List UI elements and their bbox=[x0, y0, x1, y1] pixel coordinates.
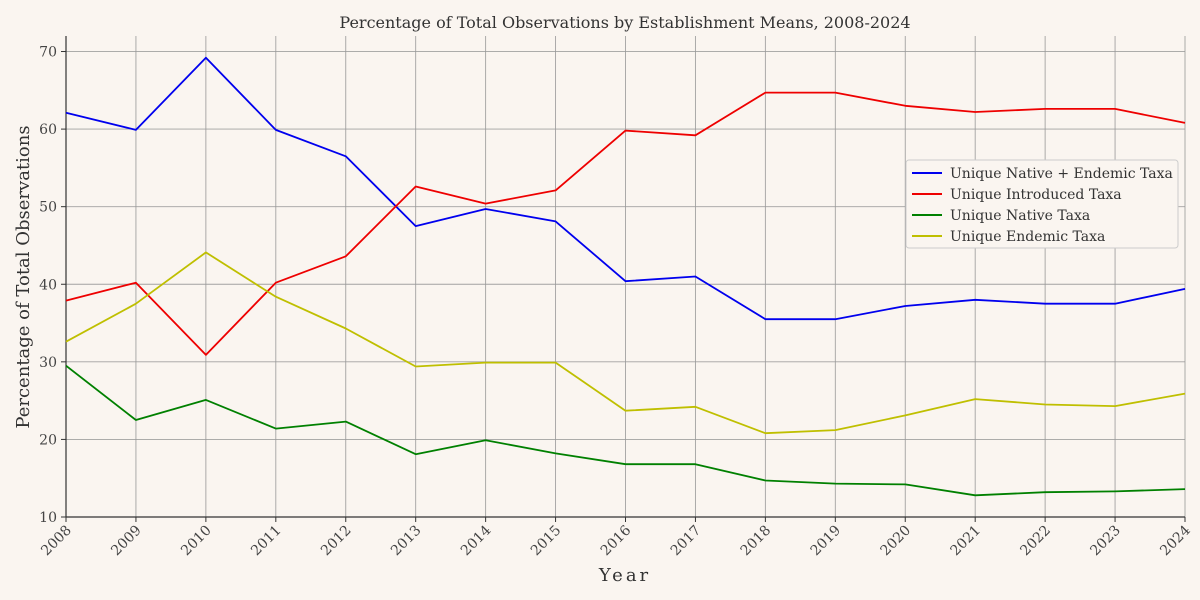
x-tick-label: 2022 bbox=[1017, 523, 1054, 560]
series-line-4 bbox=[65, 251, 1186, 435]
series-lines bbox=[65, 56, 1186, 497]
x-tick-label: 2016 bbox=[598, 522, 635, 559]
legend-label: Unique Endemic Taxa bbox=[950, 229, 1105, 245]
x-tick-label: 2010 bbox=[178, 523, 215, 560]
legend-label: Unique Introduced Taxa bbox=[950, 187, 1122, 203]
series-line-2 bbox=[65, 91, 1186, 356]
y-axis-label: Percentage of Total Observations bbox=[13, 125, 34, 428]
x-tick-label: 2014 bbox=[458, 522, 495, 559]
x-tick-label: 2024 bbox=[1157, 522, 1194, 559]
legend-box bbox=[905, 159, 1179, 249]
x-tick-label: 2019 bbox=[808, 523, 845, 560]
y-tick-label: 70 bbox=[39, 45, 57, 61]
x-axis-label: Year bbox=[598, 565, 651, 586]
y-tick-label: 60 bbox=[39, 122, 57, 138]
x-tick-label: 2018 bbox=[738, 523, 775, 560]
x-tick-label: 2011 bbox=[248, 523, 285, 560]
x-tick-label: 2009 bbox=[108, 523, 145, 560]
y-tick-label: 50 bbox=[39, 200, 57, 216]
series-line-3 bbox=[65, 364, 1186, 497]
y-tick-label: 40 bbox=[39, 277, 57, 293]
chart-title: Percentage of Total Observations by Esta… bbox=[339, 13, 910, 32]
x-tick-label: 2021 bbox=[948, 523, 985, 560]
legend: Unique Native + Endemic Taxa Unique Intro… bbox=[905, 159, 1179, 249]
legend-label: Unique Native Taxa bbox=[950, 208, 1090, 224]
y-tick-label: 20 bbox=[39, 432, 57, 448]
axes bbox=[61, 36, 1186, 522]
x-tick-label: 2020 bbox=[878, 523, 915, 560]
y-tick-label: 10 bbox=[39, 510, 57, 526]
x-tick-label: 2013 bbox=[388, 523, 425, 560]
x-tick-label: 2015 bbox=[528, 523, 565, 560]
x-tick-label: 2017 bbox=[668, 523, 705, 560]
x-tick-label: 2008 bbox=[38, 523, 75, 560]
x-tick-label: 2023 bbox=[1087, 523, 1124, 560]
series-line-1 bbox=[65, 56, 1186, 321]
legend-label: Unique Native + Endemic Taxa bbox=[950, 166, 1173, 182]
y-tick-label: 30 bbox=[39, 355, 57, 371]
grid bbox=[65, 36, 1186, 518]
x-tick-label: 2012 bbox=[318, 523, 355, 560]
